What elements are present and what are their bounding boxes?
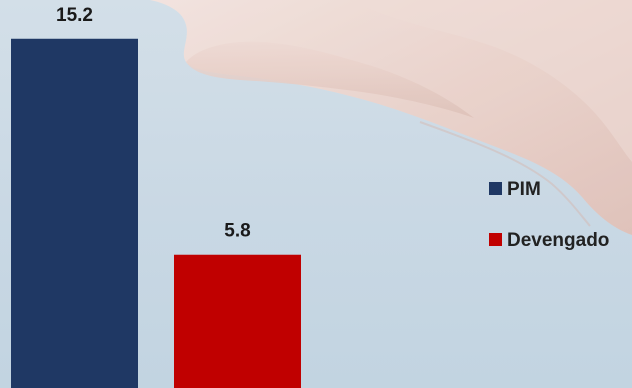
legend-swatch-devengado: [489, 233, 502, 246]
legend-label-pim: PIM: [507, 179, 541, 200]
data-label-pim: 15.2: [56, 5, 93, 26]
legend-swatch-pim: [489, 182, 502, 195]
legend-label-devengado: Devengado: [507, 230, 609, 251]
hand-illustration: [150, 0, 632, 235]
data-label-devengado: 5.8: [224, 221, 250, 242]
bar-pim: [11, 38, 138, 388]
legend: PIM Devengado: [489, 179, 609, 251]
bar-devengado: [174, 254, 301, 388]
